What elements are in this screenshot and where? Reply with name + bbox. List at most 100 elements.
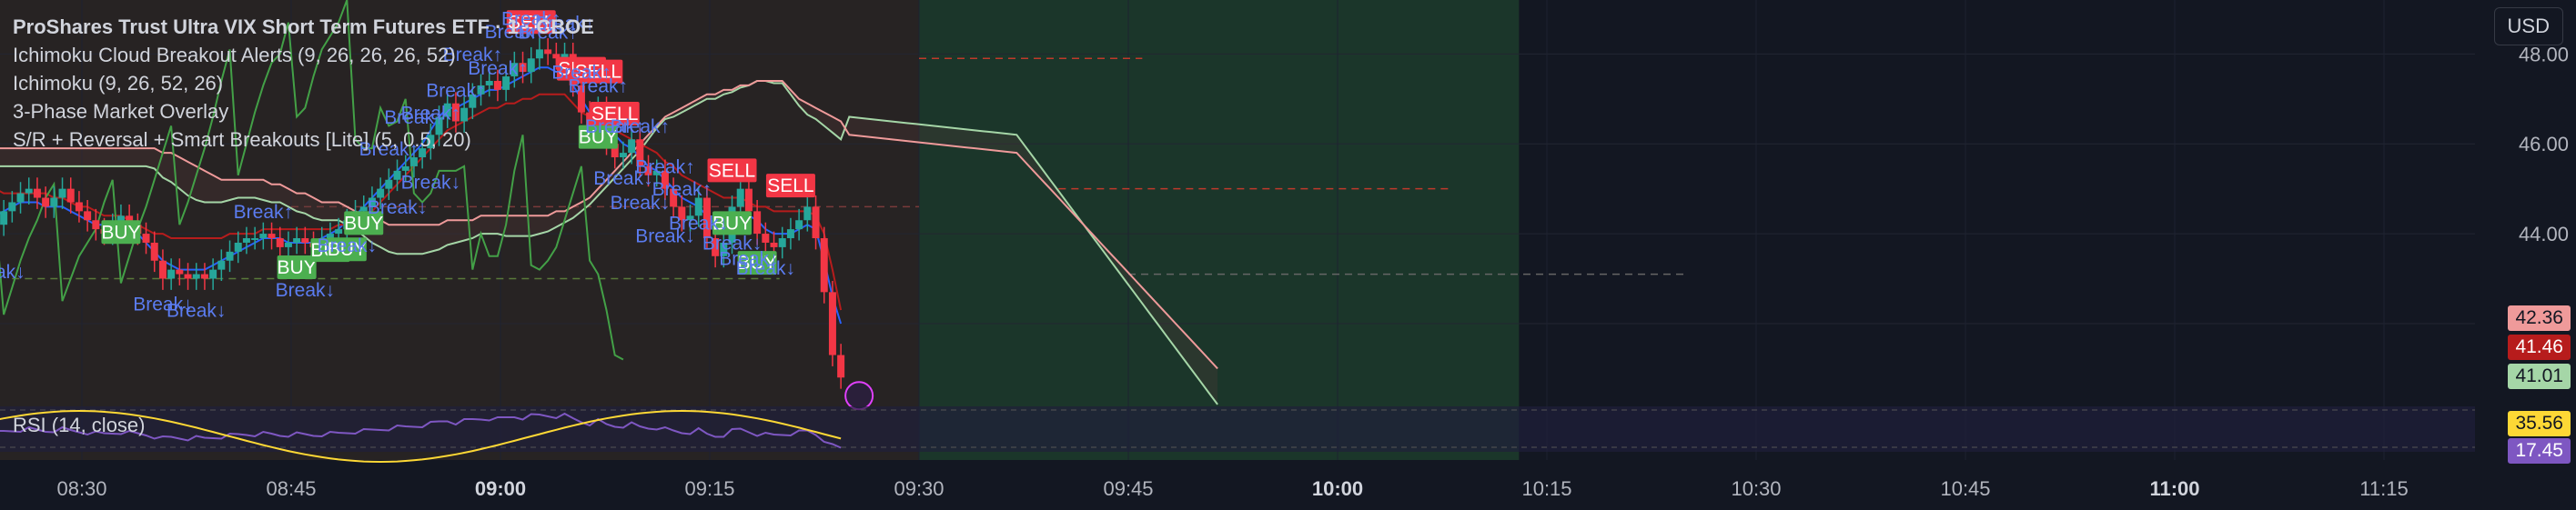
alert-marker xyxy=(844,381,874,411)
svg-text:Break↑: Break↑ xyxy=(611,116,670,137)
indicator-3[interactable]: 3-Phase Market Overlay xyxy=(13,100,229,123)
svg-text:Break↑: Break↑ xyxy=(501,8,561,29)
candle xyxy=(58,188,66,198)
price-tick: 48.00 xyxy=(2519,43,2569,65)
svg-text:Break↑: Break↑ xyxy=(485,22,544,43)
buy-signal: BUY xyxy=(278,255,317,280)
rsi-tag: 17.45 xyxy=(2508,438,2571,464)
svg-text:BUY: BUY xyxy=(278,257,317,278)
currency-button[interactable]: USD xyxy=(2493,7,2563,45)
price-tag: 41.46 xyxy=(2508,335,2571,360)
candle xyxy=(670,188,678,207)
time-tick: 08:30 xyxy=(56,477,106,500)
indicator-1[interactable]: Ichimoku Cloud Breakout Alerts (9, 26, 2… xyxy=(13,44,456,66)
svg-text:BUY: BUY xyxy=(712,213,752,234)
time-tick: 08:45 xyxy=(266,477,316,500)
break-up-label: Break↑ xyxy=(443,45,502,65)
break-down-label: Break↓ xyxy=(276,280,335,301)
candle xyxy=(167,269,176,279)
indicator-4[interactable]: S/R + Reversal + Smart Breakouts [Lite] … xyxy=(13,128,471,151)
break-down-label: Break↓ xyxy=(635,226,694,247)
candle xyxy=(335,229,343,235)
sell-signal: SELL xyxy=(506,10,556,35)
candle xyxy=(242,238,250,243)
symbol-title: ProShares Trust Ultra VIX Short Term Fut… xyxy=(13,15,594,38)
break-up-label: Break↑ xyxy=(501,8,561,29)
svg-text:Break↓: Break↓ xyxy=(318,235,377,256)
candle xyxy=(694,197,702,216)
candle xyxy=(661,170,669,189)
candle xyxy=(702,197,711,239)
break-down-label: Break↓ xyxy=(702,233,762,254)
candle xyxy=(552,54,561,59)
svg-text:Break↑: Break↑ xyxy=(426,80,485,101)
break-down-label: Break↓ xyxy=(167,301,226,322)
buy-signal: BUY xyxy=(712,211,752,235)
candle xyxy=(535,49,543,59)
buy-signal: BUY xyxy=(344,211,383,235)
svg-text:Break↑: Break↑ xyxy=(569,76,628,97)
candle xyxy=(16,193,25,203)
candle xyxy=(326,234,334,239)
svg-text:Break↑: Break↑ xyxy=(551,63,611,84)
time-tick: 11:15 xyxy=(2359,477,2408,500)
candle xyxy=(25,188,33,194)
candle xyxy=(226,251,234,261)
candle xyxy=(268,234,276,239)
candle xyxy=(753,211,762,235)
candle xyxy=(451,103,460,122)
svg-text:Break↑: Break↑ xyxy=(401,103,460,124)
svg-text:SELL: SELL xyxy=(508,12,554,33)
candle xyxy=(75,202,83,212)
time-tick: 10:00 xyxy=(1312,477,1363,500)
break-up-label: Break↑ xyxy=(551,63,611,84)
candle xyxy=(527,58,535,73)
candle xyxy=(184,274,192,279)
time-axis[interactable]: 08:30 08:45 09:00 09:15 09:30 09:45 10:00 10:15… xyxy=(56,477,2408,500)
svg-text:Break↑: Break↑ xyxy=(635,157,694,178)
time-tick: 09:30 xyxy=(894,477,944,500)
svg-text:SELL: SELL xyxy=(709,160,755,181)
svg-text:Break↓: Break↓ xyxy=(0,262,25,283)
candle xyxy=(770,242,778,247)
svg-text:Break↓: Break↓ xyxy=(167,301,226,322)
price-tag: 42.36 xyxy=(2508,305,2571,331)
candle xyxy=(409,157,418,166)
candle xyxy=(385,179,393,189)
candle xyxy=(284,242,292,247)
indicator-2[interactable]: Ichimoku (9, 26, 52, 26) xyxy=(13,72,224,95)
svg-text:Break↑: Break↑ xyxy=(384,107,443,128)
candle xyxy=(150,242,158,261)
candle xyxy=(50,197,58,207)
svg-text:Break↓: Break↓ xyxy=(276,280,335,301)
svg-text:Break↓: Break↓ xyxy=(669,214,728,235)
candle xyxy=(678,206,686,221)
rsi-band xyxy=(0,406,2475,452)
time-tick: 10:45 xyxy=(1940,477,1990,500)
buy-signal: BUY xyxy=(101,220,141,245)
svg-text:Break↑: Break↑ xyxy=(234,202,293,223)
candle xyxy=(762,234,770,243)
rsi-pane[interactable] xyxy=(0,406,2475,464)
break-up-label: Break↑ xyxy=(611,116,670,137)
rsi-label[interactable]: RSI (14, close) xyxy=(13,414,146,436)
candle xyxy=(251,238,259,241)
candle xyxy=(209,269,217,279)
svg-text:SELL: SELL xyxy=(591,104,638,125)
break-down-label: Break↓ xyxy=(611,193,670,214)
svg-text:Break↓: Break↓ xyxy=(736,258,795,279)
candle xyxy=(619,153,627,158)
break-down-label: Break↓ xyxy=(133,295,192,315)
break-up-label: Break↑ xyxy=(426,80,485,101)
candle xyxy=(577,85,585,113)
svg-text:Break↓: Break↓ xyxy=(635,226,694,247)
break-up-label: Break↑ xyxy=(585,116,644,137)
break-down-label: Break↓ xyxy=(736,258,795,279)
sell-signal: SELL xyxy=(765,174,815,198)
chart-legend: ProShares Trust Ultra VIX Short Term Fut… xyxy=(13,13,594,154)
candle xyxy=(427,135,435,149)
svg-text:SELL: SELL xyxy=(575,62,621,83)
candle xyxy=(158,260,167,279)
